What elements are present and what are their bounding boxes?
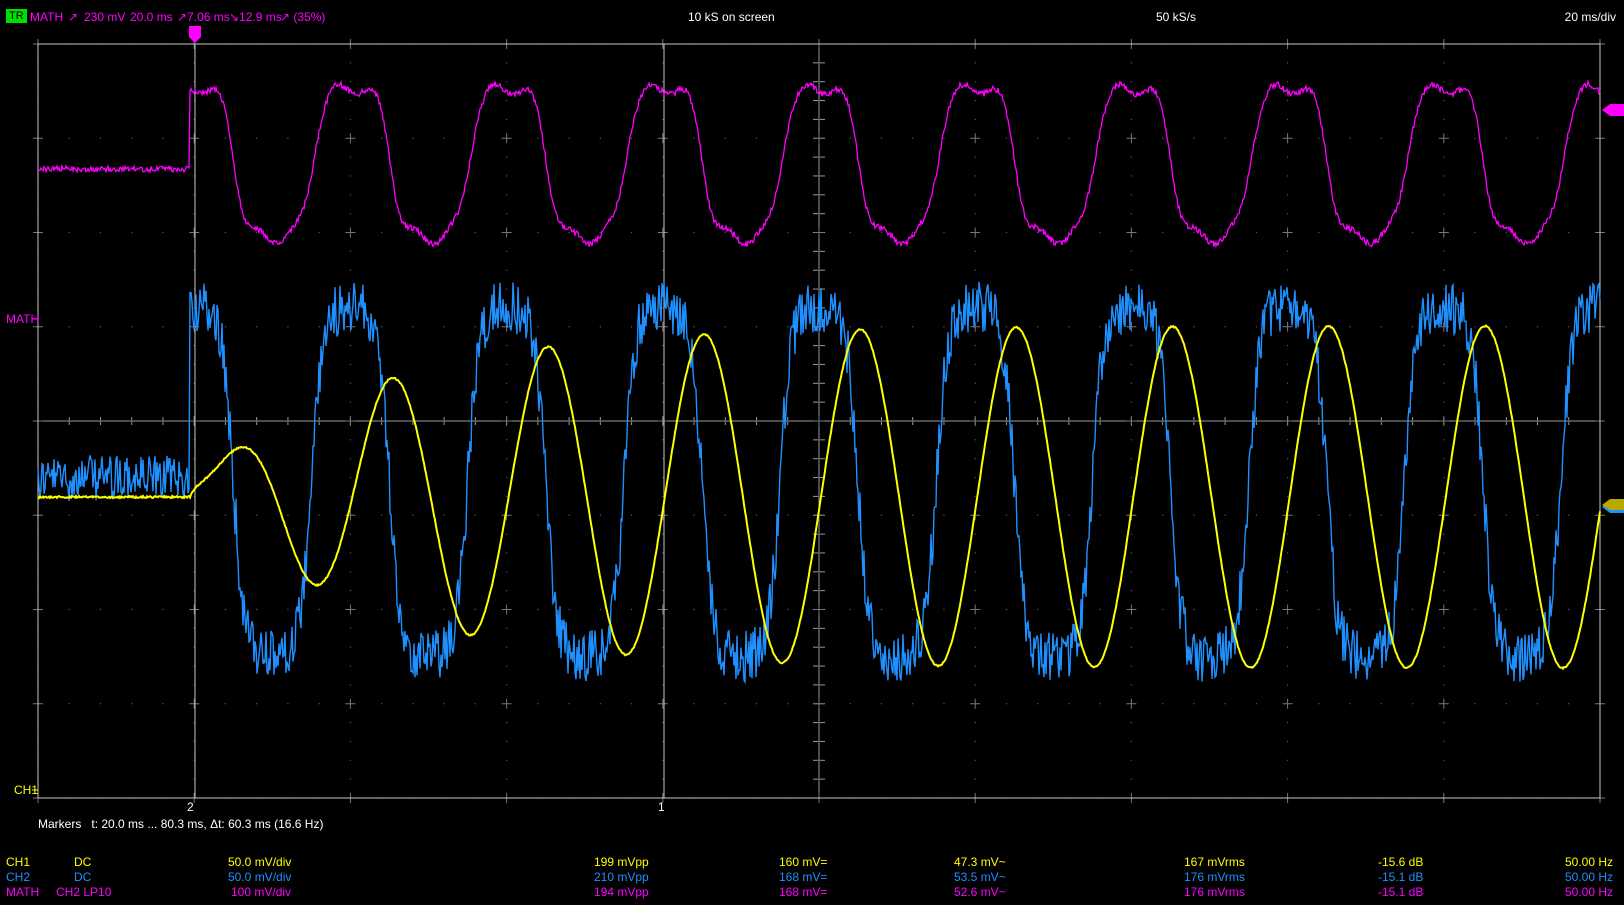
- trigger-position-marker[interactable]: [189, 26, 201, 43]
- meas-vdc: 168 mV=: [779, 885, 828, 899]
- measurement-row-ch2[interactable]: CH2 DC 50.0 mV/div 210 mVpp 168 mV= 53.5…: [0, 870, 1624, 885]
- rising-edge-icon: ↗: [68, 10, 79, 24]
- meas-coupling: DC: [74, 870, 92, 884]
- meas-vpp: 210 mVpp: [594, 870, 649, 884]
- ch2-trace: [37, 281, 1601, 685]
- sample-rate[interactable]: 50 kS/s: [1156, 10, 1197, 24]
- meas-vac: 52.6 mV~: [954, 885, 1006, 899]
- meas-channel: CH1: [6, 855, 31, 869]
- meas-scale: 50.0 mV/div: [228, 855, 292, 869]
- measurement-row-math[interactable]: MATH CH2 LP10 100 mV/div 194 mVpp 168 mV…: [0, 885, 1624, 900]
- meas-db: -15.1 dB: [1378, 870, 1424, 884]
- meas-channel: MATH: [6, 885, 40, 899]
- meas-vpp: 194 mVpp: [594, 885, 649, 899]
- trigger-level-marker[interactable]: [1602, 104, 1624, 116]
- trigger-level[interactable]: 230 mV: [84, 10, 126, 24]
- rise-time: ↗7.06 ms: [177, 10, 230, 24]
- meas-vdc: 168 mV=: [779, 870, 828, 884]
- markers-range: t: 20.0 ms ... 80.3 ms, Δt: 60.3 ms (16.…: [91, 817, 324, 831]
- meas-channel: CH2: [6, 870, 31, 884]
- ch1-trace: [37, 324, 1601, 671]
- duty-cycle: ↗ (35%): [280, 10, 326, 24]
- graticule: [33, 39, 1605, 803]
- meas-vac: 53.5 mV~: [954, 870, 1006, 884]
- meas-vrms: 176 mVrms: [1184, 870, 1245, 884]
- plot-border: [37, 43, 1601, 799]
- trigger-badge[interactable]: TR: [6, 9, 27, 23]
- math-trace: [37, 79, 1601, 249]
- meas-db: -15.1 dB: [1378, 885, 1424, 899]
- meas-freq: 50.00 Hz: [1564, 870, 1613, 884]
- marker-2-label[interactable]: 2: [187, 800, 194, 814]
- math-channel-label[interactable]: MATH: [6, 312, 40, 326]
- meas-freq: 50.00 Hz: [1564, 885, 1613, 899]
- meas-freq: 50.00 Hz: [1564, 855, 1613, 869]
- samples-on-screen: 10 kS on screen: [688, 10, 775, 24]
- meas-scale: 100 mV/div: [231, 885, 292, 899]
- meas-db: -15.6 dB: [1378, 855, 1424, 869]
- measurement-row-ch1[interactable]: CH1 DC 50.0 mV/div 199 mVpp 160 mV= 47.3…: [0, 855, 1624, 870]
- meas-vac: 47.3 mV~: [954, 855, 1006, 869]
- fall-time: ↘12.9 ms: [229, 10, 282, 24]
- ch1-offset-marker[interactable]: [1602, 499, 1624, 510]
- trigger-time[interactable]: 20.0 ms: [130, 10, 173, 24]
- meas-coupling: CH2 LP10: [56, 885, 112, 899]
- meas-vdc: 160 mV=: [779, 855, 828, 869]
- meas-vrms: 167 mVrms: [1184, 855, 1245, 869]
- timebase[interactable]: 20 ms/div: [1564, 10, 1616, 24]
- meas-vrms: 176 mVrms: [1184, 885, 1245, 899]
- ch1-channel-label[interactable]: CH1: [14, 783, 39, 797]
- trigger-source[interactable]: MATH: [30, 10, 64, 24]
- meas-coupling: DC: [74, 855, 92, 869]
- markers-readout: Markers t: 20.0 ms ... 80.3 ms, Δt: 60.3…: [38, 817, 323, 831]
- meas-scale: 50.0 mV/div: [228, 870, 292, 884]
- markers-title: Markers: [38, 817, 82, 831]
- marker-1-label[interactable]: 1: [658, 800, 665, 814]
- meas-vpp: 199 mVpp: [594, 855, 649, 869]
